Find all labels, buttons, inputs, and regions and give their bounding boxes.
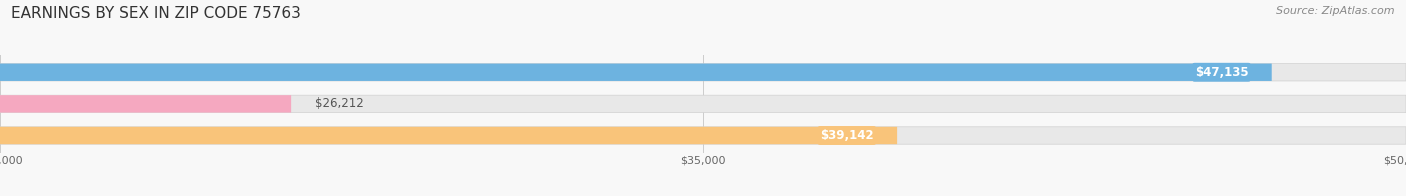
FancyBboxPatch shape	[0, 64, 1406, 81]
FancyBboxPatch shape	[0, 64, 1271, 81]
Text: $39,142: $39,142	[820, 129, 873, 142]
FancyBboxPatch shape	[0, 95, 1406, 113]
FancyBboxPatch shape	[0, 127, 897, 144]
FancyBboxPatch shape	[0, 95, 291, 113]
FancyBboxPatch shape	[0, 127, 1406, 144]
Text: $26,212: $26,212	[315, 97, 363, 110]
Text: Source: ZipAtlas.com: Source: ZipAtlas.com	[1277, 6, 1395, 16]
Text: EARNINGS BY SEX IN ZIP CODE 75763: EARNINGS BY SEX IN ZIP CODE 75763	[11, 6, 301, 21]
Text: $47,135: $47,135	[1195, 66, 1249, 79]
